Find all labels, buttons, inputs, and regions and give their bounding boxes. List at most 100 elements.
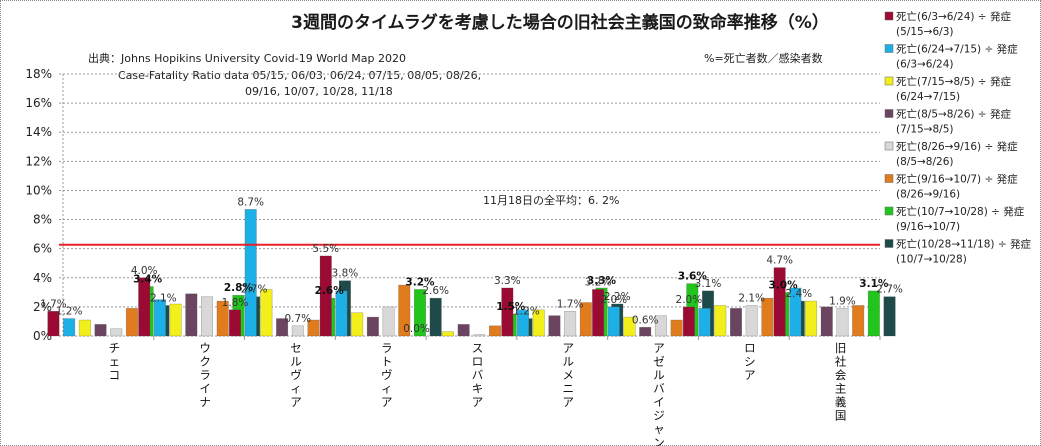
y-tick-label: 4%: [33, 271, 52, 285]
data-label: 3.2%: [585, 276, 612, 288]
bar: [138, 277, 151, 337]
legend-entry-label: 死亡(6/3→6/24) ÷ 発症: [896, 10, 1011, 23]
bar: [607, 306, 620, 337]
x-tick-label-char: バ: [472, 368, 484, 382]
legend-entry-label: 死亡(10/28→11/18) ÷ 発症: [896, 238, 1031, 251]
legend-entry-label: 死亡(8/26→9/16) ÷ 発症: [896, 140, 1018, 153]
x-tick-label-char: ア: [472, 395, 484, 409]
x-tick-label-char: ヴ: [381, 368, 393, 382]
x-tick-label-char: イ: [653, 395, 665, 409]
data-label: 2.4%: [785, 288, 812, 300]
bar: [201, 296, 214, 337]
legend-swatch: [884, 11, 894, 21]
bar: [745, 305, 758, 337]
bar: [532, 309, 545, 337]
data-label: 2.6%: [315, 285, 345, 297]
data-label: 2.7%: [241, 284, 268, 296]
bar: [820, 306, 833, 337]
x-tick-label-char: ル: [290, 355, 302, 369]
bar: [169, 303, 182, 337]
y-tick-label: 10%: [25, 183, 52, 197]
bar: [185, 293, 198, 337]
x-tick-label-char: ニ: [563, 382, 575, 396]
x-tick-label-char: メ: [563, 368, 575, 382]
x-tick-label-char: チ: [109, 341, 121, 355]
x-tick-label: 旧社会主義国: [835, 341, 847, 423]
legend-entry-label: 死亡(7/15→8/5) ÷ 発症: [896, 75, 1011, 88]
data-label: 1.2%: [56, 306, 83, 318]
bar: [682, 306, 695, 337]
bar: [501, 287, 514, 337]
data-label: 2.0%: [676, 294, 703, 306]
bar: [110, 328, 123, 337]
bar: [789, 287, 802, 337]
data-label: 2.8%: [224, 282, 254, 294]
bar: [413, 289, 426, 337]
bar: [78, 319, 91, 337]
x-tick-label-char: セ: [290, 341, 302, 355]
x-tick-label-char: ロ: [472, 355, 484, 369]
bar: [291, 325, 304, 337]
x-tick-label-char: ィ: [381, 382, 393, 396]
bar: [398, 284, 411, 337]
bar: [670, 319, 683, 337]
x-tick-label-char: ク: [199, 355, 211, 369]
legend-entry-sublabel: (6/24→7/15): [896, 91, 960, 103]
x-tick-label-char: 主: [835, 382, 847, 396]
legend-entry-sublabel: (8/26→9/16): [896, 189, 960, 201]
chart-title: 3週間のタイムラグを考慮した場合の旧社会主義国の致命率推移（%）: [291, 12, 829, 33]
data-label: 1.2%: [513, 306, 540, 318]
data-label: 2.1%: [738, 292, 765, 304]
legend-swatch: [884, 141, 894, 151]
x-tick-label-char: キ: [472, 382, 484, 396]
x-tick-label-char: ウ: [199, 341, 211, 355]
x-tick-label-char: ア: [563, 395, 575, 409]
x-tick-label-char: ャ: [653, 422, 665, 436]
bar: [883, 296, 896, 337]
x-tick-label-char: ア: [744, 368, 756, 382]
data-label: 1.8%: [222, 297, 249, 309]
data-label: 3.1%: [859, 278, 889, 290]
source-line-3: 09/16, 10/07, 10/28, 11/18: [245, 85, 393, 98]
x-tick-label-char: ア: [653, 341, 665, 355]
x-tick-label-char: 社: [835, 355, 847, 369]
data-label: 3.3%: [587, 275, 617, 287]
data-label: 3.3%: [494, 275, 521, 287]
data-label: 5.5%: [312, 243, 339, 255]
data-label: 3.6%: [678, 271, 708, 283]
bar: [260, 289, 273, 337]
data-label: 3.1%: [695, 278, 722, 290]
bar: [579, 302, 592, 337]
data-label: 4.7%: [766, 255, 793, 267]
legend-entry-label: 死亡(8/5→8/26) ÷ 発症: [896, 108, 1011, 121]
bar: [457, 324, 470, 337]
legend-swatch: [884, 206, 894, 216]
legend-entry-sublabel: (7/15→8/5): [896, 124, 953, 136]
bar: [94, 324, 107, 337]
data-label: 2.1%: [150, 292, 177, 304]
x-tick-label-char: ヴ: [290, 368, 302, 382]
legend-swatch: [884, 174, 894, 183]
bar: [441, 331, 454, 337]
bar: [351, 312, 364, 337]
bar: [698, 308, 711, 337]
x-tick-label-char: シ: [744, 355, 756, 369]
bar: [592, 289, 605, 337]
bar: [335, 290, 348, 337]
bar: [714, 305, 727, 337]
chart-subtitle: %=死亡者数／感染者数: [704, 51, 823, 65]
y-tick-label: 2%: [33, 300, 52, 314]
bar: [623, 316, 636, 337]
bar: [729, 308, 742, 337]
y-axis-ticks: 0% 2% 4% 6% 8% 10% 12% 14% 16% 18%: [25, 67, 52, 343]
x-tick-label-char: ト: [381, 355, 393, 369]
source-line-2: Case-Fatality Ratio data 05/15, 06/03, 0…: [118, 69, 481, 82]
bar: [805, 300, 818, 337]
bar: [125, 308, 138, 337]
data-label: 2.7%: [876, 284, 903, 296]
x-tick-label-char: 国: [835, 409, 847, 423]
y-tick-label: 0%: [33, 329, 52, 343]
